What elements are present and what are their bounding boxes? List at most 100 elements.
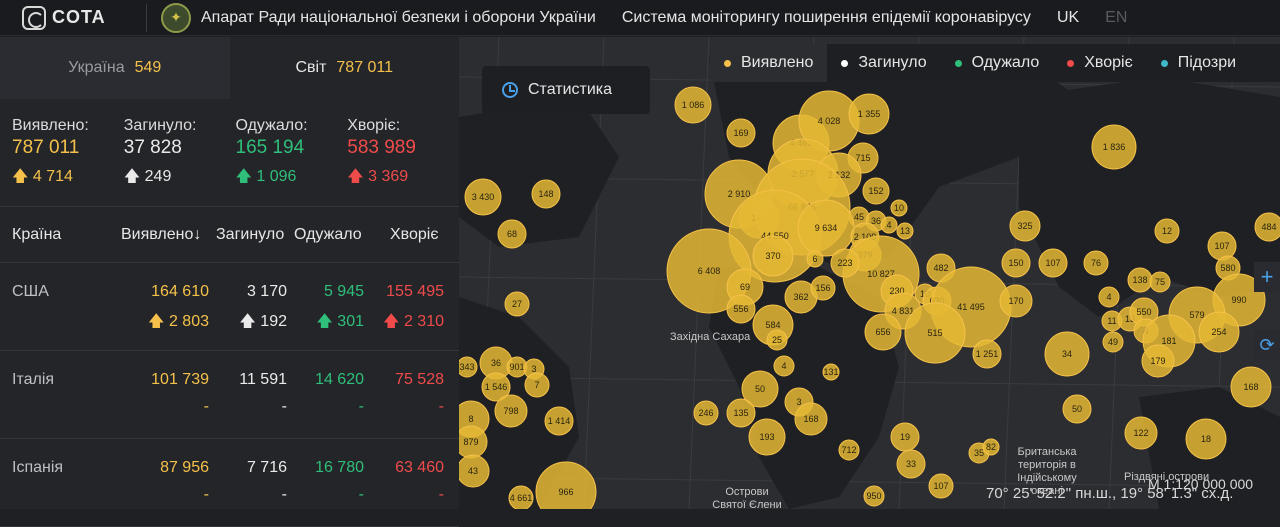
outbreak-bubble[interactable]: 343 bbox=[459, 356, 478, 378]
bubble-circle[interactable] bbox=[794, 402, 828, 436]
bubble-circle[interactable] bbox=[972, 339, 1002, 369]
outbreak-bubble[interactable]: 1 251 bbox=[972, 339, 1002, 369]
outbreak-bubble[interactable]: 138 bbox=[1127, 267, 1153, 293]
outbreak-bubble[interactable]: 1 836 bbox=[1091, 124, 1137, 170]
bubble-circle[interactable] bbox=[504, 291, 530, 317]
col-sick[interactable]: Хворіє bbox=[390, 225, 439, 243]
outbreak-bubble[interactable]: 179 bbox=[1141, 344, 1175, 378]
bubble-circle[interactable] bbox=[766, 329, 788, 351]
legend-suspected[interactable]: Підозри bbox=[1147, 44, 1250, 82]
outbreak-bubble[interactable]: 656 bbox=[864, 313, 902, 351]
bubble-circle[interactable] bbox=[1149, 271, 1171, 293]
outbreak-bubble[interactable]: 879 bbox=[459, 425, 488, 459]
tab-world[interactable]: Світ 787 011 bbox=[229, 37, 459, 99]
bubble-circle[interactable] bbox=[726, 294, 756, 324]
outbreak-bubble[interactable]: 246 bbox=[693, 400, 719, 426]
legend-sick[interactable]: Хворіє bbox=[1053, 44, 1147, 82]
outbreak-bubble[interactable]: 82 bbox=[982, 438, 1000, 456]
outbreak-bubble[interactable]: 484 bbox=[1254, 212, 1280, 242]
bubble-circle[interactable] bbox=[838, 439, 860, 461]
bubble-circle[interactable] bbox=[1102, 331, 1124, 353]
outbreak-bubble[interactable]: 75 bbox=[1149, 271, 1171, 293]
bubble-circle[interactable] bbox=[863, 485, 885, 507]
outbreak-bubble[interactable]: 10 bbox=[890, 199, 908, 217]
bubble-circle[interactable] bbox=[524, 372, 550, 398]
bubble-circle[interactable] bbox=[1009, 210, 1041, 242]
bubble-circle[interactable] bbox=[1185, 418, 1227, 460]
outbreak-bubble[interactable]: 148 bbox=[531, 179, 561, 209]
bubble-circle[interactable] bbox=[810, 275, 836, 301]
bubble-circle[interactable] bbox=[822, 363, 840, 381]
bubble-circle[interactable] bbox=[1001, 248, 1031, 278]
outbreak-bubble[interactable]: 13 bbox=[896, 222, 914, 240]
bubble-circle[interactable] bbox=[896, 449, 926, 479]
bubble-circle[interactable] bbox=[535, 461, 597, 509]
bubble-circle[interactable] bbox=[494, 394, 528, 428]
lang-uk[interactable]: UK bbox=[1056, 8, 1080, 26]
outbreak-bubble[interactable]: 966 bbox=[535, 461, 597, 509]
outbreak-bubble[interactable]: 1 414 bbox=[544, 406, 574, 436]
outbreak-bubble[interactable]: 11 bbox=[1101, 310, 1123, 332]
outbreak-bubble[interactable]: 18 bbox=[1185, 418, 1227, 460]
outbreak-bubble[interactable]: 6 bbox=[806, 250, 824, 268]
reset-view-button[interactable]: ⟳ bbox=[1254, 330, 1280, 360]
bubble-circle[interactable] bbox=[880, 216, 898, 234]
outbreak-bubble[interactable]: 27 bbox=[504, 291, 530, 317]
table-row[interactable]: Іспанія 87 956 7 716 16 780 63 460 - - -… bbox=[0, 439, 459, 527]
bubble-circle[interactable] bbox=[726, 398, 756, 428]
bubble-circle[interactable] bbox=[773, 355, 795, 377]
outbreak-bubble[interactable]: 33 bbox=[896, 449, 926, 479]
outbreak-bubble[interactable]: 107 bbox=[1207, 231, 1237, 261]
bubble-circle[interactable] bbox=[481, 372, 511, 402]
bubble-circle[interactable] bbox=[1141, 344, 1175, 378]
outbreak-bubble[interactable]: 1 546 bbox=[481, 372, 511, 402]
bubble-circle[interactable] bbox=[1124, 416, 1158, 450]
legend-deaths[interactable]: Загинуло bbox=[827, 44, 940, 82]
outbreak-bubble[interactable]: 370 bbox=[752, 235, 794, 277]
outbreak-bubble[interactable]: 19 bbox=[890, 422, 920, 452]
outbreak-bubble[interactable]: 4 bbox=[1098, 286, 1120, 308]
outbreak-bubble[interactable]: 76 bbox=[1083, 250, 1109, 276]
outbreak-bubble[interactable]: 7 bbox=[524, 372, 550, 398]
outbreak-bubble[interactable]: 12 bbox=[1154, 218, 1180, 244]
bubble-circle[interactable] bbox=[1044, 331, 1090, 377]
bubble-circle[interactable] bbox=[1091, 124, 1137, 170]
outbreak-bubble[interactable]: 152 bbox=[862, 177, 890, 205]
table-row[interactable]: Італія 101 739 11 591 14 620 75 528 - - … bbox=[0, 351, 459, 439]
bubble-circle[interactable] bbox=[890, 199, 908, 217]
bubble-circle[interactable] bbox=[674, 86, 712, 124]
bubble-circle[interactable] bbox=[1083, 250, 1109, 276]
bubble-circle[interactable] bbox=[741, 370, 779, 408]
bubble-circle[interactable] bbox=[1038, 248, 1068, 278]
outbreak-bubble[interactable]: 168 bbox=[794, 402, 828, 436]
bubble-circle[interactable] bbox=[904, 302, 966, 364]
outbreak-bubble[interactable]: 156 bbox=[810, 275, 836, 301]
bubble-circle[interactable] bbox=[862, 177, 890, 205]
bubble-circle[interactable] bbox=[1154, 218, 1180, 244]
col-confirmed[interactable]: Виявлено↓ bbox=[121, 226, 201, 244]
bubble-circle[interactable] bbox=[928, 473, 954, 499]
outbreak-bubble[interactable]: 9 634 bbox=[797, 199, 855, 257]
outbreak-bubble[interactable]: 107 bbox=[1038, 248, 1068, 278]
bubble-circle[interactable] bbox=[459, 356, 478, 378]
outbreak-bubble[interactable]: 4 bbox=[880, 216, 898, 234]
bubble-circle[interactable] bbox=[459, 454, 490, 488]
outbreak-bubble[interactable]: 1 355 bbox=[848, 93, 890, 135]
bubble-circle[interactable] bbox=[748, 418, 786, 456]
bubble-circle[interactable] bbox=[982, 438, 1000, 456]
outbreak-bubble[interactable]: 4 661 bbox=[508, 485, 534, 509]
logo[interactable]: COTA bbox=[22, 5, 146, 30]
bubble-circle[interactable] bbox=[999, 284, 1033, 318]
bubble-circle[interactable] bbox=[1230, 366, 1272, 408]
bubble-circle[interactable] bbox=[544, 406, 574, 436]
outbreak-bubble[interactable]: 223 bbox=[830, 248, 860, 278]
table-row[interactable]: США 164 610 3 170 5 945 155 495 🡅 2 803 … bbox=[0, 263, 459, 351]
outbreak-bubble[interactable]: 135 bbox=[726, 398, 756, 428]
outbreak-bubble[interactable]: 712 bbox=[838, 439, 860, 461]
outbreak-bubble[interactable]: 122 bbox=[1124, 416, 1158, 450]
outbreak-bubble[interactable]: 798 bbox=[494, 394, 528, 428]
bubble-circle[interactable] bbox=[726, 118, 756, 148]
outbreak-bubble[interactable]: 50 bbox=[741, 370, 779, 408]
tab-ukraine[interactable]: Україна 549 bbox=[0, 37, 230, 99]
